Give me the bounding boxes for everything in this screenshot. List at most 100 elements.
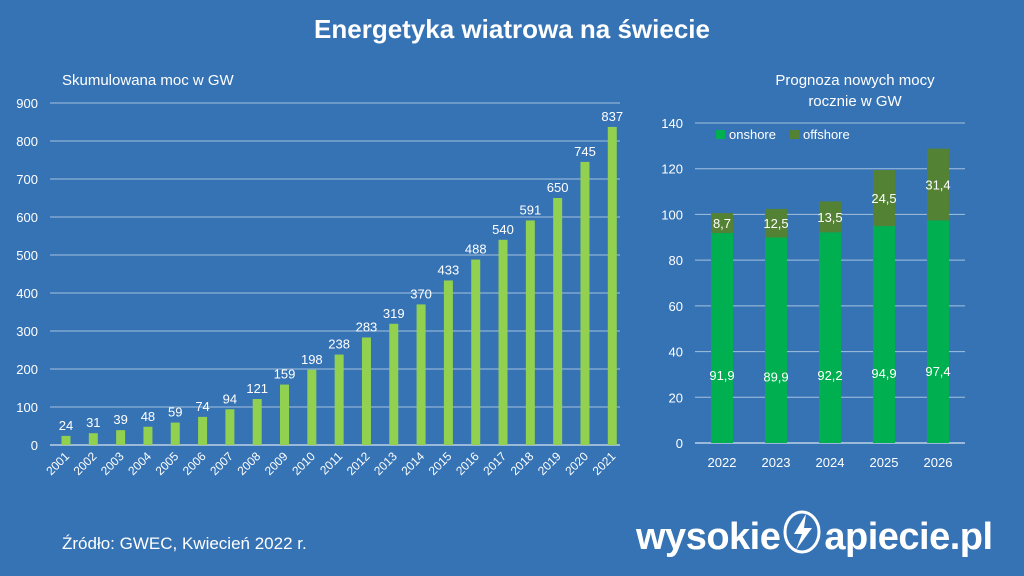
bar-2007 — [225, 409, 235, 445]
data-label: 837 — [601, 109, 623, 124]
bar-2010 — [307, 369, 317, 445]
x-tick-label: 2002 — [71, 449, 100, 478]
bar-onshore-2022 — [711, 232, 733, 443]
bar-offshore-2022 — [711, 213, 733, 233]
data-label-onshore: 94,9 — [871, 366, 896, 381]
data-label: 59 — [168, 405, 182, 420]
data-label-offshore: 8,7 — [713, 216, 731, 231]
x-tick-label: 2019 — [535, 449, 564, 478]
data-label: 433 — [438, 262, 460, 277]
y-tick-label: 60 — [669, 299, 683, 314]
y-tick-label: 140 — [661, 116, 683, 131]
data-label: 94 — [223, 391, 237, 406]
data-label: 370 — [410, 286, 432, 301]
data-label: 48 — [141, 409, 155, 424]
legend-swatch-offshore — [790, 130, 799, 139]
y-tick-label: 500 — [16, 248, 38, 263]
bar-2011 — [334, 354, 344, 445]
page-title: Energetyka wiatrowa na świecie — [314, 14, 710, 44]
x-tick-label: 2018 — [508, 449, 537, 478]
legend-swatch-onshore — [716, 130, 725, 139]
bar-2016 — [471, 259, 481, 445]
left-chart-title: Skumulowana moc w GW — [62, 72, 235, 89]
bar-2015 — [443, 280, 453, 445]
data-label: 745 — [574, 144, 596, 159]
right-chart-title-line2: rocznie w GW — [808, 93, 902, 110]
logo-text-right: apiecie.pl — [824, 515, 993, 558]
bar-onshore-2023 — [765, 237, 787, 443]
x-tick-label: 2021 — [590, 449, 619, 478]
y-tick-label: 40 — [669, 345, 683, 360]
data-label-offshore: 24,5 — [871, 191, 896, 206]
bar-2009 — [280, 384, 290, 445]
y-tick-label: 400 — [16, 286, 38, 301]
data-label-offshore: 12,5 — [763, 216, 788, 231]
x-tick-label: 2024 — [816, 455, 845, 470]
data-label-offshore: 31,4 — [925, 177, 950, 192]
right-chart-title-line1: Prognoza nowych mocy — [775, 72, 935, 89]
data-label: 650 — [547, 180, 569, 195]
data-label: 198 — [301, 352, 323, 367]
x-tick-label: 2025 — [870, 455, 899, 470]
data-label: 319 — [383, 306, 405, 321]
legend-label-offshore: offshore — [803, 127, 850, 142]
x-tick-label: 2022 — [708, 455, 737, 470]
bar-2002 — [88, 433, 98, 445]
y-tick-label: 80 — [669, 253, 683, 268]
x-tick-label: 2012 — [344, 449, 373, 478]
x-tick-label: 2020 — [562, 449, 591, 478]
bar-2003 — [116, 430, 126, 445]
y-tick-label: 0 — [31, 438, 38, 453]
bar-onshore-2025 — [873, 226, 895, 443]
data-label: 159 — [274, 367, 296, 382]
y-tick-label: 200 — [16, 362, 38, 377]
y-tick-label: 120 — [661, 162, 683, 177]
data-label-offshore: 13,5 — [817, 210, 842, 225]
x-tick-label: 2005 — [153, 449, 182, 478]
bar-2014 — [416, 304, 426, 445]
data-label: 24 — [59, 418, 73, 433]
x-tick-label: 2013 — [371, 449, 400, 478]
x-tick-label: 2017 — [480, 449, 509, 478]
forecast-chart: Prognoza nowych mocy rocznie w GW 0 20 40 60 8… — [661, 72, 965, 470]
x-tick-label: 2001 — [43, 449, 72, 478]
bar-2008 — [252, 399, 262, 445]
bar-2021 — [607, 126, 617, 445]
x-tick-label: 2015 — [426, 449, 455, 478]
x-tick-label: 2016 — [453, 449, 482, 478]
bar-2017 — [498, 239, 508, 445]
data-label: 591 — [519, 202, 541, 217]
source-note: Źródło: GWEC, Kwiecień 2022 r. — [62, 534, 307, 553]
bar-offshore-2025 — [873, 170, 895, 227]
data-label: 39 — [113, 412, 127, 427]
bar-2005 — [170, 422, 180, 445]
data-label: 540 — [492, 222, 514, 237]
brand-logo: wysokie apiecie.pl — [636, 510, 993, 564]
x-tick-label: 2023 — [762, 455, 791, 470]
bar-2018 — [525, 220, 535, 445]
data-label-onshore: 97,4 — [925, 364, 950, 379]
y-tick-label: 800 — [16, 134, 38, 149]
bar-2004 — [143, 426, 153, 445]
x-tick-label: 2011 — [317, 449, 345, 477]
data-label: 31 — [86, 415, 100, 430]
data-label-onshore: 92,2 — [817, 368, 842, 383]
bar-2012 — [361, 337, 371, 445]
bar-onshore-2026 — [927, 220, 949, 443]
bar-2001 — [61, 435, 71, 445]
y-tick-label: 20 — [669, 390, 683, 405]
x-tick-label: 2008 — [235, 449, 264, 478]
legend-label-onshore: onshore — [729, 127, 776, 142]
data-label-onshore: 89,9 — [763, 369, 788, 384]
data-label: 238 — [328, 337, 350, 352]
bar-offshore-2026 — [927, 148, 949, 221]
x-tick-label: 2006 — [180, 449, 209, 478]
bar-offshore-2023 — [765, 208, 787, 238]
bar-2019 — [553, 198, 563, 445]
data-label: 121 — [246, 381, 268, 396]
x-tick-label: 2004 — [125, 449, 154, 478]
x-tick-label: 2003 — [98, 449, 127, 478]
y-tick-label: 100 — [16, 400, 38, 415]
data-label: 74 — [195, 399, 209, 414]
